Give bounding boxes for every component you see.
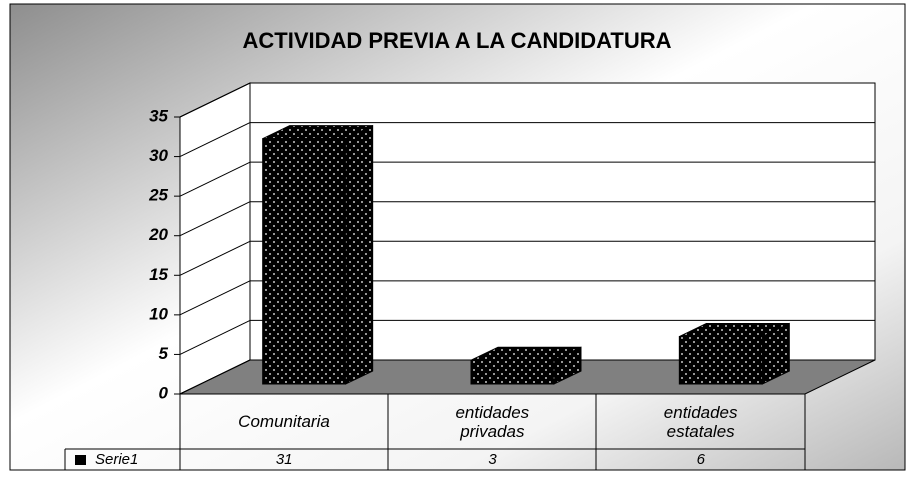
y-tick-label: 25 <box>148 186 168 205</box>
bar-front <box>262 138 347 385</box>
y-tick-label: 15 <box>149 265 168 284</box>
grid-line <box>179 240 251 276</box>
bars <box>262 124 790 385</box>
y-tick-label: 30 <box>149 146 168 165</box>
side-wall <box>179 82 251 395</box>
bar <box>262 124 374 385</box>
category-text: entidades privadas <box>455 402 530 441</box>
grid-line <box>179 280 251 316</box>
category-text: entidades estatales <box>663 402 738 441</box>
category-label: Comunitaria <box>180 394 388 449</box>
grid-line <box>179 122 251 158</box>
grid-line <box>179 161 251 197</box>
bar <box>470 346 582 385</box>
grid <box>174 82 875 395</box>
chart-title: ACTIVIDAD PREVIA A LA CANDIDATURA <box>243 28 672 53</box>
y-tick-label: 20 <box>148 225 168 244</box>
category-label: entidades estatales <box>597 394 805 449</box>
value-cell: 3 <box>488 451 497 468</box>
value-cell: 31 <box>276 451 293 468</box>
grid-line <box>179 359 251 395</box>
grid-line <box>179 82 251 118</box>
legend-key <box>75 455 86 465</box>
y-tick-label: 35 <box>149 106 168 125</box>
category-label: entidades privadas <box>388 394 596 449</box>
bar <box>678 322 790 385</box>
grid-line <box>179 319 251 355</box>
y-tick-label: 0 <box>159 383 169 402</box>
y-tick-label: 10 <box>149 304 168 323</box>
data-table: Serie1 31 3 6 <box>64 393 806 471</box>
legend-label: Serie1 <box>95 451 138 468</box>
bar-side <box>345 124 374 385</box>
bar-front <box>678 336 763 385</box>
value-cell: 6 <box>697 451 706 468</box>
category-text: Comunitaria <box>238 412 330 431</box>
grid-line <box>179 201 251 237</box>
bar-front <box>470 359 555 385</box>
y-tick-label: 5 <box>159 344 169 363</box>
